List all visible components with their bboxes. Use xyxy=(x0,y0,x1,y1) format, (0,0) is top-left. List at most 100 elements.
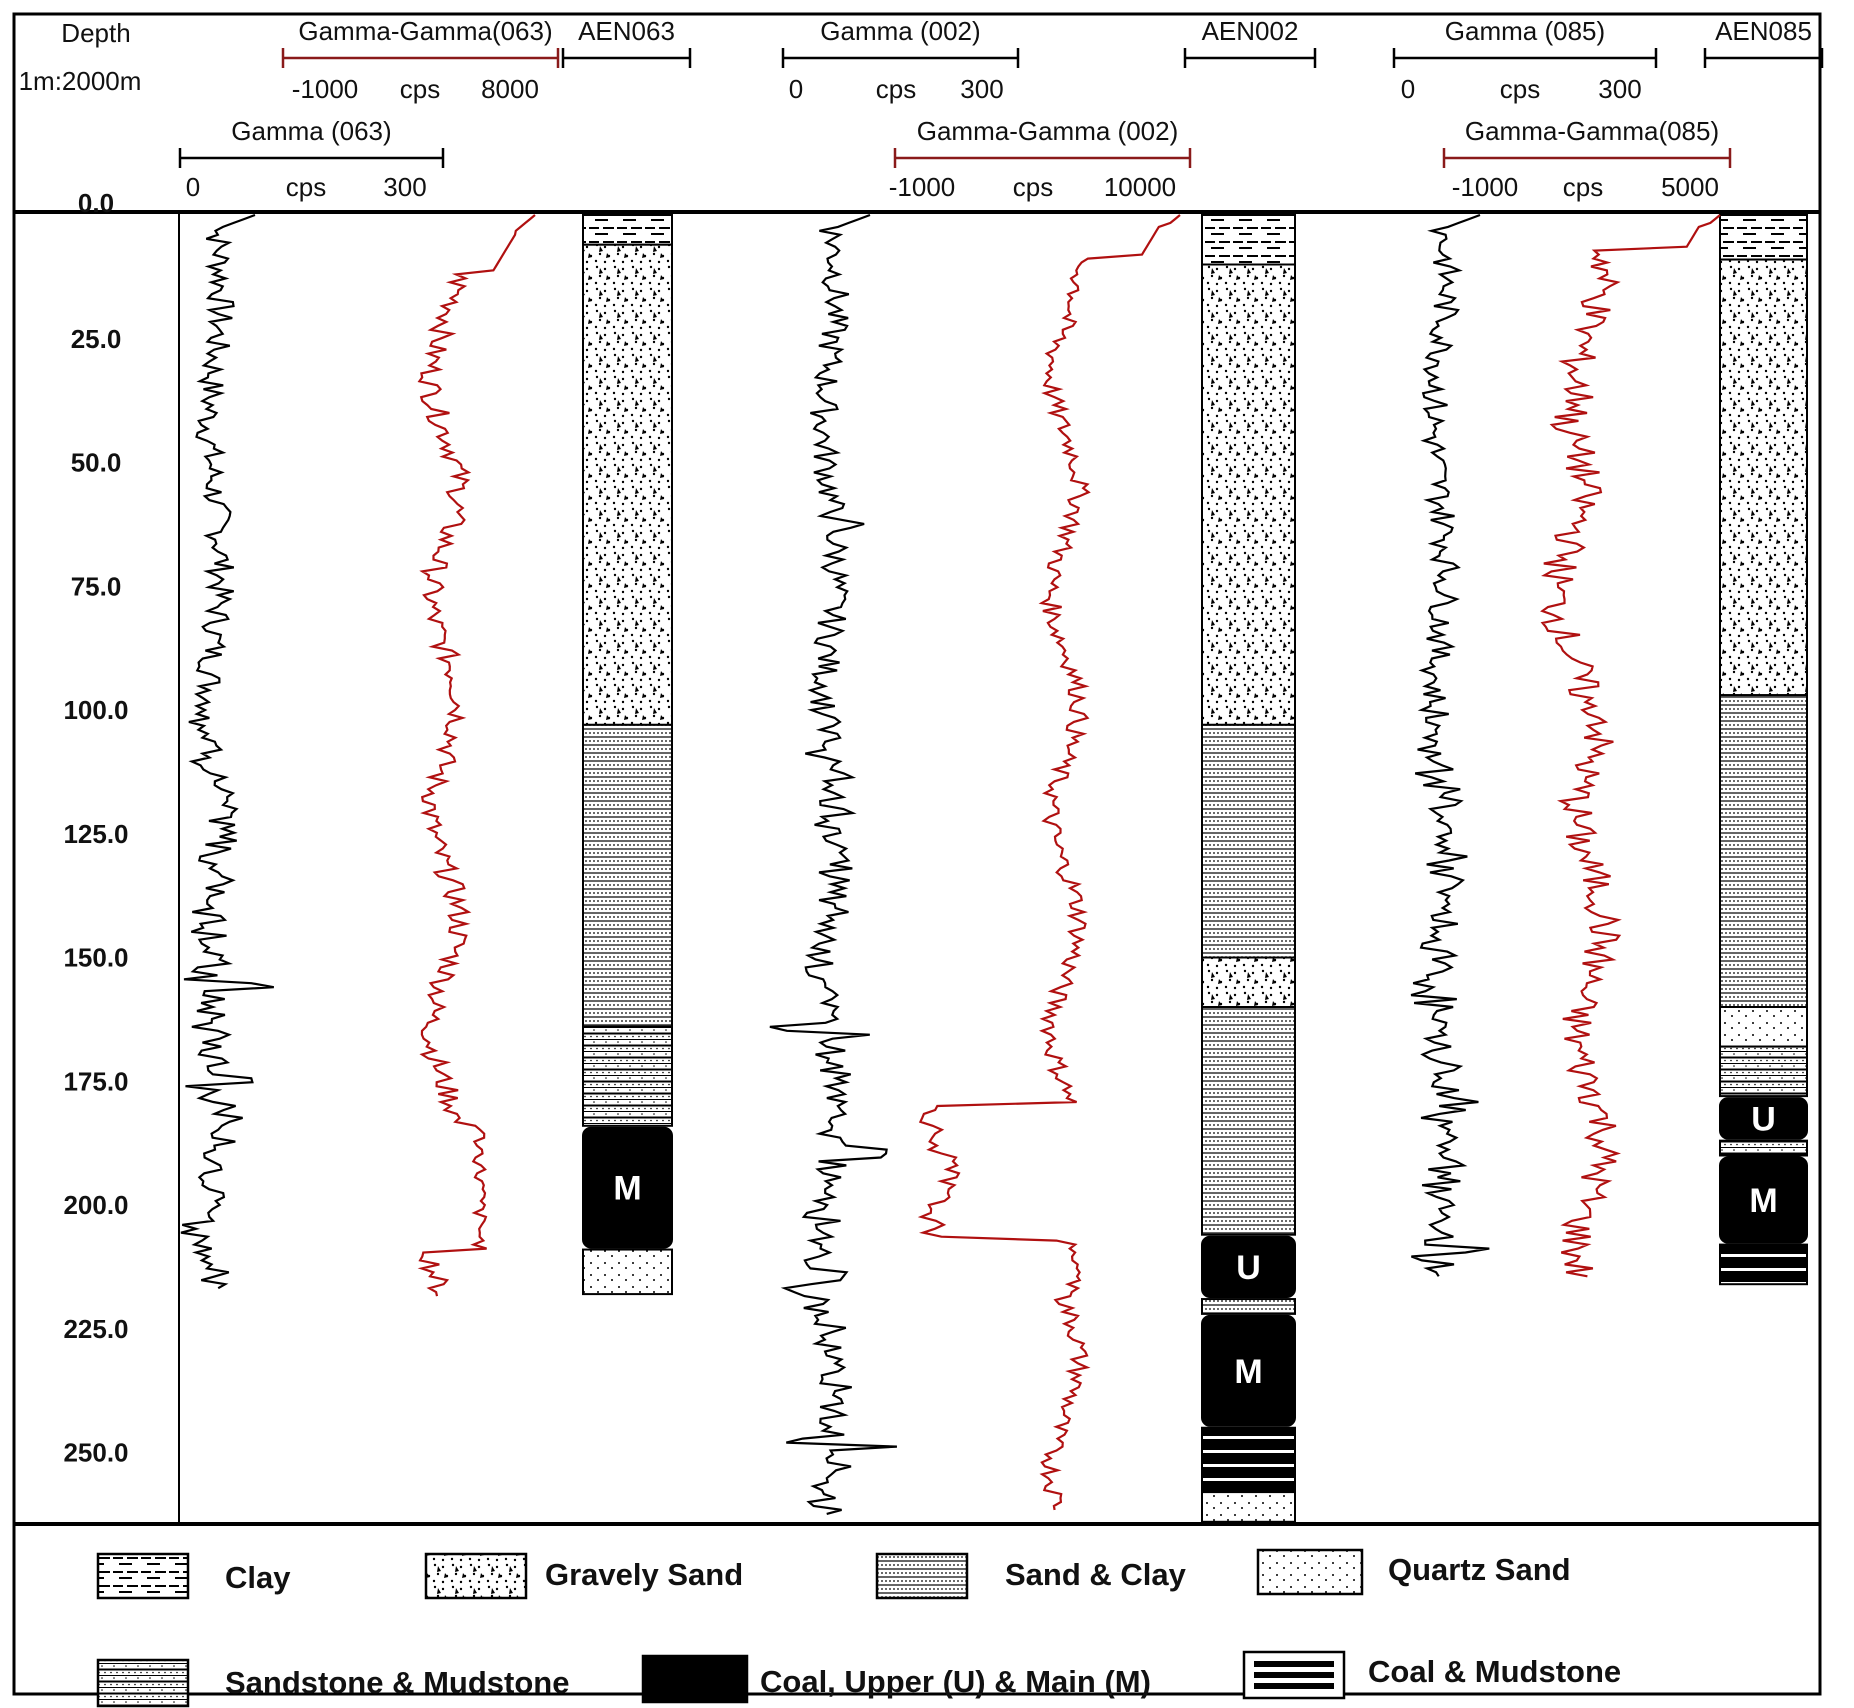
depth-tick-label: 175.0 xyxy=(63,1066,128,1096)
depth-tick-label: 25.0 xyxy=(71,324,122,354)
lithology-layer xyxy=(1201,1298,1296,1315)
gamma-gamma-curve-name: Gamma-Gamma(063) xyxy=(298,16,552,46)
lithology-layer xyxy=(582,214,673,246)
legend-item-sandclay: Sand & Clay xyxy=(875,1552,1187,1600)
legend-swatch xyxy=(96,1658,190,1708)
lithology-layer xyxy=(1201,1235,1296,1299)
legend-swatch xyxy=(875,1552,969,1600)
coal-seam-label: U xyxy=(1751,1100,1776,1138)
depth-tick-label: 125.0 xyxy=(63,819,128,849)
legend-swatch-stripe xyxy=(1254,1672,1334,1678)
gamma-scale-min: 0 xyxy=(1401,74,1415,104)
lithology-layer xyxy=(1719,214,1808,261)
depth-tick-label: 250.0 xyxy=(63,1438,128,1468)
lithology-layer xyxy=(1201,1491,1296,1523)
gamma-scale-max: 300 xyxy=(383,172,426,202)
well-header-aen063: Gamma (063) 0 cps 300 Gamma-Gamma(063) -1000 c… xyxy=(178,16,692,202)
gamma-gamma-scale-max: 10000 xyxy=(1104,172,1176,202)
well-header-aen002: Gamma (002) 0 cps 300 Gamma-Gamma (002) -1000… xyxy=(781,16,1317,202)
gamma-scale-min: 0 xyxy=(186,172,200,202)
well-id-label: AEN085 xyxy=(1715,16,1812,46)
lithology-layer xyxy=(1719,1243,1808,1286)
legend-label: Coal & Mudstone xyxy=(1368,1654,1621,1689)
curve-headers: Gamma (063) 0 cps 300 Gamma-Gamma(063) -1000 c… xyxy=(178,16,1824,202)
legend-label: Sandstone & Mudstone xyxy=(225,1665,569,1700)
lithology-layer xyxy=(1201,1426,1296,1494)
coal-seam-label: M xyxy=(1749,1182,1777,1220)
legend-item-coalmud: Coal & Mudstone xyxy=(1242,1650,1621,1700)
lithology-layer xyxy=(1201,214,1296,266)
well-header-aen085: Gamma (085) 0 cps 300 Gamma-Gamma(085) -1000 c… xyxy=(1392,16,1824,202)
lithology-layer xyxy=(1719,1139,1808,1157)
legend-swatch xyxy=(424,1552,528,1600)
lithology-layer xyxy=(582,723,673,1028)
lithology-layer xyxy=(582,1248,673,1296)
coal-seam-label: U xyxy=(1236,1249,1261,1287)
gamma-gamma-scale-unit: cps xyxy=(1013,172,1053,202)
log-curves xyxy=(180,213,1721,1515)
lithology-column-aen063: M xyxy=(582,214,673,1296)
legend-item-coal: Coal, Upper (U) & Main (M) xyxy=(641,1654,1151,1704)
lithology-layer xyxy=(582,1025,673,1127)
legend: Clay Gravely Sand Sand & Clay Quartz Sand Sa… xyxy=(96,1548,1621,1708)
legend-swatch xyxy=(96,1552,190,1600)
lithology-layer xyxy=(1201,1006,1296,1236)
lithology-layer xyxy=(1719,1097,1808,1140)
lithology-layer xyxy=(582,243,673,726)
gamma-curve-aen002 xyxy=(769,213,897,1515)
lithology-layer xyxy=(1201,263,1296,726)
lithology-layer xyxy=(1719,1006,1808,1048)
lithology-layer xyxy=(1719,694,1808,1009)
gamma-gamma-scale-min: -1000 xyxy=(292,74,359,104)
lithology-layer xyxy=(1201,723,1296,959)
lithology-layer xyxy=(1719,1045,1808,1098)
gamma-scale-max: 300 xyxy=(960,74,1003,104)
gamma-curve-aen085 xyxy=(1410,213,1490,1277)
lithology-layer xyxy=(582,1126,673,1249)
gamma-scale-unit: cps xyxy=(286,172,326,202)
well-id-label: AEN002 xyxy=(1202,16,1299,46)
depth-tick-label: 50.0 xyxy=(71,448,122,478)
lithology-layer xyxy=(1201,1314,1296,1427)
gamma-scale-max: 300 xyxy=(1598,74,1641,104)
legend-label: Quartz Sand xyxy=(1388,1552,1571,1587)
gamma-gamma-scale-unit: cps xyxy=(1563,172,1603,202)
depth-axis-ticks: 0.0 25.0 50.0 75.0 100.0 125.0 150.0 175.0 200.0… xyxy=(63,188,128,1468)
depth-tick-label: 100.0 xyxy=(63,695,128,725)
gamma-gamma-curve-aen002 xyxy=(917,214,1181,1511)
legend-swatch xyxy=(641,1654,749,1704)
depth-tick-label: 200.0 xyxy=(63,1190,128,1220)
gamma-gamma-curve-aen085 xyxy=(1540,214,1721,1278)
gamma-curve-name: Gamma (085) xyxy=(1445,16,1605,46)
lithology-column-aen002: UM xyxy=(1201,214,1296,1523)
legend-swatch-stripe xyxy=(1254,1661,1334,1667)
gamma-gamma-scale-max: 8000 xyxy=(481,74,539,104)
legend-item-sandstone: Sandstone & Mudstone xyxy=(96,1658,569,1708)
gamma-gamma-scale-max: 5000 xyxy=(1661,172,1719,202)
legend-label: Clay xyxy=(225,1560,291,1595)
coal-seam-label: M xyxy=(613,1170,641,1208)
gamma-scale-unit: cps xyxy=(876,74,916,104)
depth-tick-label: 225.0 xyxy=(63,1314,128,1344)
gamma-curve-name: Gamma (002) xyxy=(820,16,980,46)
depth-header-title: Depth xyxy=(61,18,130,48)
gamma-gamma-scale-min: -1000 xyxy=(1452,172,1519,202)
depth-tick-label: 75.0 xyxy=(71,571,122,601)
gamma-scale-min: 0 xyxy=(789,74,803,104)
gamma-gamma-curve-aen063 xyxy=(417,214,536,1297)
legend-item-quartz: Quartz Sand xyxy=(1256,1548,1571,1596)
lithology-layer xyxy=(1719,1156,1808,1244)
legend-swatch-stripe xyxy=(1254,1683,1334,1689)
coal-seam-label: M xyxy=(1234,1353,1262,1391)
gamma-curve-name: Gamma (063) xyxy=(231,116,391,146)
gamma-scale-unit: cps xyxy=(1500,74,1540,104)
depth-header-scale: 1m:2000m xyxy=(19,66,142,96)
lithology-layer xyxy=(1201,956,1296,1008)
lithology-column-aen085: UM xyxy=(1719,214,1808,1286)
depth-tick-label: 0.0 xyxy=(78,188,114,218)
legend-label: Gravely Sand xyxy=(545,1557,743,1592)
gamma-curve-aen063 xyxy=(180,213,274,1290)
depth-tick-label: 150.0 xyxy=(63,943,128,973)
